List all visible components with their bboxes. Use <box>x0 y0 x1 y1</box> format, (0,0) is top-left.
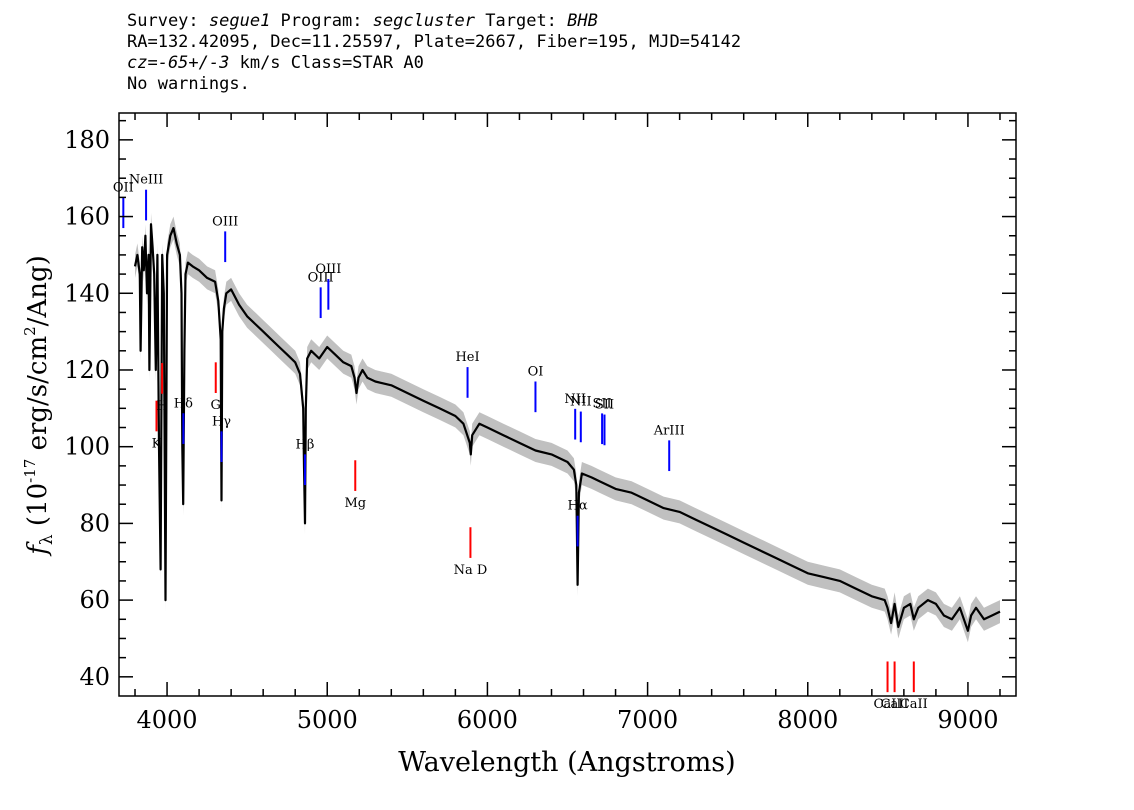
x-tick-label: 7000 <box>617 706 678 734</box>
absorption-label: H <box>156 399 167 414</box>
axes-layer: 4000 5000 6000 7000 8000 9000 40 60 80 100 120 140 1… <box>64 112 1017 734</box>
emission-label: Hγ <box>212 414 231 429</box>
target-label: Target: <box>475 11 568 31</box>
absorption-label: CaII <box>900 697 928 712</box>
y-tick-label: 180 <box>64 126 110 154</box>
emission-label: HeI <box>455 350 479 365</box>
program-label: Program: <box>270 11 373 31</box>
header-line-4: No warnings. <box>127 74 250 94</box>
plot-frame <box>118 112 1017 697</box>
emission-label: NII <box>570 395 592 410</box>
class-text: km/s Class=STAR A0 <box>229 53 424 73</box>
survey-value: segue1 <box>208 11 271 31</box>
emission-label: OI <box>528 364 544 379</box>
header-line-3: cz=-65+/-3 km/s Class=STAR A0 <box>127 53 741 74</box>
y-axis-label: fλ (10-17 erg/s/cm2/Ang) <box>21 255 57 557</box>
x-tick-label: 5000 <box>297 706 358 734</box>
x-tick-label: 8000 <box>777 706 838 734</box>
target-value: BHB <box>567 11 598 31</box>
absorption-label: G <box>211 398 221 413</box>
spectrum-header: Survey: segue1 Program: segcluster Targe… <box>127 11 741 95</box>
emission-label: Hδ <box>174 396 193 411</box>
emission-label: SII <box>593 396 612 411</box>
emission-label: ArIII <box>653 423 685 438</box>
emission-label: NeIII <box>129 173 163 188</box>
absorption-label: CaII <box>874 697 902 712</box>
emission-label: SII <box>595 398 614 413</box>
absorption-label: Na D <box>454 563 488 578</box>
error-band-layer <box>135 212 1000 643</box>
emission-label: Hα <box>568 499 588 514</box>
program-value: segcluster <box>372 11 476 31</box>
x-tick-label: 4000 <box>137 706 198 734</box>
emission-label: Hβ <box>296 437 315 452</box>
emission-label: OIII <box>212 214 238 229</box>
spectrum-line <box>133 223 1001 632</box>
header-line-2: RA=132.42095, Dec=11.25597, Plate=2667, … <box>127 32 742 52</box>
emission-label: NII <box>564 392 586 407</box>
emission-label: OIII <box>308 270 334 285</box>
y-tick-label: 160 <box>64 203 110 231</box>
y-tick-label: 80 <box>79 509 110 537</box>
x-axis-label: Wavelength (Angstroms) <box>398 747 735 778</box>
absorption-label: Mg <box>344 496 366 511</box>
absorption-label: K <box>152 436 162 451</box>
survey-label: Survey: <box>127 11 209 31</box>
x-tick-label: 9000 <box>937 706 998 734</box>
x-tick-label: 6000 <box>457 706 518 734</box>
redshift-value: cz=-65+/-3 <box>127 53 230 73</box>
y-tick-label: 60 <box>79 586 110 614</box>
y-tick-label: 40 <box>79 663 110 691</box>
emission-label: OIII <box>315 262 341 277</box>
absorption-label: CaII <box>881 697 909 712</box>
y-tick-label: 140 <box>64 279 110 307</box>
y-tick-label: 100 <box>64 433 110 461</box>
header-line-1: Survey: segue1 Program: segcluster Targe… <box>127 11 741 32</box>
error-band <box>135 212 1000 643</box>
emission-label: OII <box>113 180 134 195</box>
spectrum-line-layer <box>133 223 1001 632</box>
y-tick-label: 120 <box>64 356 110 384</box>
